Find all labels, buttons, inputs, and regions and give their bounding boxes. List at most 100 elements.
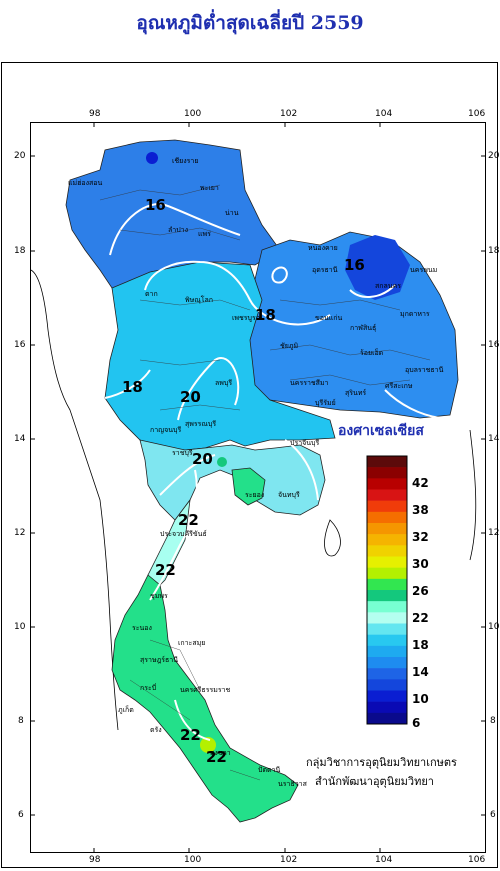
x-tick-top-106: 106 bbox=[468, 109, 486, 119]
place-label: บุรีรัมย์ bbox=[315, 399, 336, 407]
x-tick-bottom-106: 106 bbox=[468, 855, 486, 865]
legend-swatch bbox=[367, 590, 407, 602]
legend-swatch bbox=[367, 578, 407, 591]
place-label: อุบลราชธานี bbox=[405, 366, 444, 374]
y-tick-right-6: 6 bbox=[490, 810, 496, 820]
neighbor-coastlines bbox=[30, 269, 477, 731]
legend-swatch bbox=[367, 523, 407, 535]
place-label: น่าน bbox=[225, 209, 239, 217]
credit-line-1: กลุ่มวิชาการอุตุนิยมวิทยาเกษตร bbox=[306, 756, 457, 769]
legend-swatch bbox=[367, 712, 407, 725]
place-label: เพชรบูรณ์ bbox=[232, 314, 263, 322]
place-label: แพร่ bbox=[198, 230, 211, 238]
legend-swatch bbox=[367, 634, 407, 647]
legend-label-26: 26 bbox=[412, 584, 429, 598]
y-tick-right-18: 18 bbox=[488, 246, 500, 256]
y-tick-left-14: 14 bbox=[14, 434, 26, 444]
place-label: กาฬสินธุ์ bbox=[350, 324, 376, 332]
place-label: นราธิวาส bbox=[278, 780, 308, 788]
y-tick-left-12: 12 bbox=[14, 528, 26, 538]
unit-label: องศาเซลเซียส bbox=[338, 423, 424, 439]
lower-central-band bbox=[139, 439, 326, 521]
place-label: ตาก bbox=[145, 290, 158, 298]
north-region bbox=[65, 139, 281, 291]
place-label: สุราษฎร์ธานี bbox=[140, 656, 178, 664]
legend-label-22: 22 bbox=[412, 611, 429, 625]
place-label: ลพบุรี bbox=[215, 379, 232, 387]
legend-swatch bbox=[367, 500, 407, 513]
legend-swatch bbox=[367, 456, 407, 468]
legend-swatch bbox=[367, 601, 407, 613]
legend-swatch bbox=[367, 657, 407, 669]
place-label: ศรีสะเกษ bbox=[385, 382, 413, 390]
outer-frame bbox=[1, 62, 498, 868]
iso-label-20-central: 20 bbox=[180, 388, 201, 406]
place-label: อุดรธานี bbox=[312, 266, 338, 274]
iso-label-22-mid: 22 bbox=[155, 561, 176, 579]
y-tick-right-8: 8 bbox=[490, 716, 496, 726]
iso-label-18-northeast: 18 bbox=[255, 306, 276, 324]
y-tick-left-6: 6 bbox=[18, 810, 24, 820]
iso-label-16-northeast: 16 bbox=[344, 256, 365, 274]
place-label: นครราชสีมา bbox=[290, 379, 329, 387]
legend-swatch bbox=[367, 623, 407, 635]
place-label: แม่ฮ่องสอน bbox=[68, 179, 102, 187]
legend-label-38: 38 bbox=[412, 503, 429, 517]
legend-swatch bbox=[367, 612, 407, 624]
south-region bbox=[111, 574, 299, 823]
place-label: ตรัง bbox=[150, 726, 162, 734]
legend-swatch bbox=[367, 489, 407, 501]
map-title: อุณหภูมิต่ำสุดเฉลี่ยปี 2559 bbox=[136, 12, 364, 34]
legend-swatch bbox=[367, 478, 407, 490]
legend-border bbox=[366, 455, 408, 725]
place-label: สกลนคร bbox=[375, 282, 401, 290]
east-coast-green bbox=[231, 467, 266, 506]
thailand-map bbox=[65, 139, 459, 823]
legend-label-10: 10 bbox=[412, 692, 429, 706]
place-label: พะเยา bbox=[200, 184, 219, 192]
legend-label-14: 14 bbox=[412, 665, 429, 679]
legend-swatch bbox=[367, 556, 407, 568]
place-label: ราชบุรี bbox=[172, 449, 193, 457]
place-label: ลำปาง bbox=[168, 226, 188, 234]
cold-spot-north bbox=[146, 152, 158, 164]
warm-spot-gulf bbox=[217, 457, 227, 467]
y-tick-right-12: 12 bbox=[488, 528, 500, 538]
place-label: กระบี่ bbox=[140, 683, 156, 692]
province-borders bbox=[99, 184, 431, 781]
x-tick-bottom-100: 100 bbox=[184, 855, 202, 865]
legend-swatch bbox=[367, 690, 407, 702]
legend-label-30: 30 bbox=[412, 557, 429, 571]
x-tick-top-98: 98 bbox=[89, 109, 101, 119]
iso-label-20-south: 20 bbox=[192, 450, 213, 468]
iso-label-22-deep-south: 22 bbox=[206, 748, 227, 766]
place-label: ร้อยเอ็ด bbox=[360, 348, 383, 357]
legend-swatch bbox=[367, 534, 407, 546]
tick-marks bbox=[30, 122, 486, 853]
place-label: จันทบุรี bbox=[278, 491, 300, 499]
legend-swatch bbox=[367, 567, 407, 580]
cold-spot-northeast bbox=[345, 235, 410, 300]
place-label: เกาะสมุย bbox=[178, 639, 205, 647]
legend-label-18: 18 bbox=[412, 638, 429, 652]
y-tick-left-20: 20 bbox=[14, 151, 26, 161]
place-label: ระยอง bbox=[245, 491, 264, 499]
x-tick-bottom-104: 104 bbox=[375, 855, 393, 865]
place-label: ปราจีนบุรี bbox=[290, 439, 319, 447]
legend-swatch bbox=[367, 645, 407, 658]
place-label: เชียงราย bbox=[172, 157, 198, 165]
legend-label-6: 6 bbox=[412, 716, 421, 730]
y-tick-left-8: 8 bbox=[18, 716, 24, 726]
y-tick-left-16: 16 bbox=[14, 340, 26, 350]
x-tick-top-104: 104 bbox=[375, 109, 393, 119]
place-label: ขอนแก่น bbox=[315, 314, 343, 322]
place-label: สุพรรณบุรี bbox=[185, 420, 216, 428]
warm-spot-south bbox=[200, 737, 216, 753]
place-label: กาญจนบุรี bbox=[150, 426, 181, 434]
place-label: หนองคาย bbox=[308, 244, 338, 252]
x-tick-bottom-98: 98 bbox=[89, 855, 101, 865]
iso-label-22-upper: 22 bbox=[178, 511, 199, 529]
isotherm-lines bbox=[104, 203, 441, 741]
